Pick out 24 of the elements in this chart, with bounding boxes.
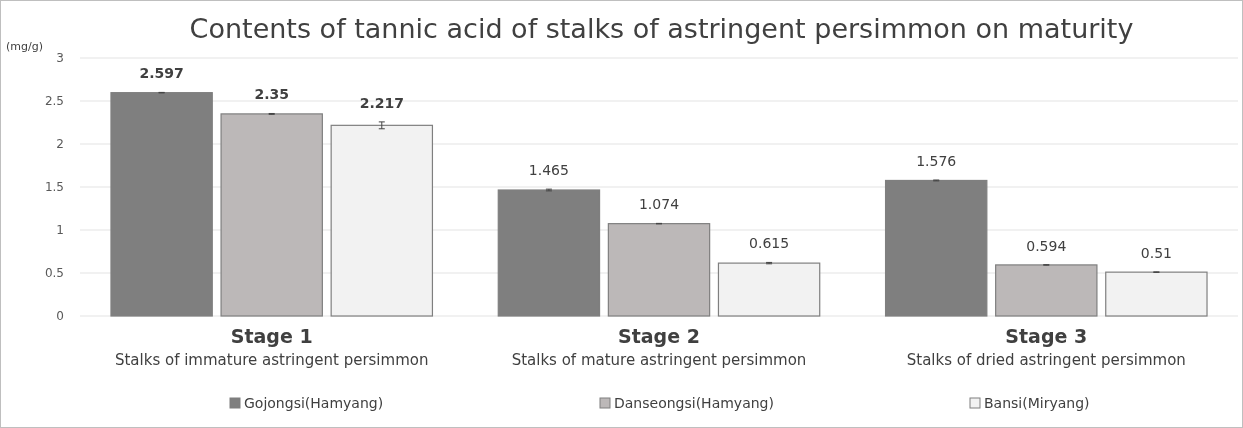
data-label: 2.35 — [254, 86, 289, 103]
data-label: 0.51 — [1140, 244, 1172, 261]
data-label: 0.594 — [1026, 237, 1067, 254]
data-label: 1.576 — [916, 153, 957, 170]
data-label: 2.217 — [359, 94, 404, 111]
data-label: 1.074 — [638, 196, 680, 213]
data-label: 0.615 — [749, 235, 790, 252]
y-tick-label: 0 — [56, 309, 64, 324]
y-tick-label: 2 — [56, 137, 64, 152]
x-tick-label: Stage 3 Stalks of dried astringent persimmon — [906, 325, 1186, 369]
legend-label: Gojongsi(Hamyang) — [244, 395, 384, 411]
data-label: 2.597 — [139, 65, 184, 82]
x-tick-label: Stage 1 Stalks of immature astringent persimmon — [114, 325, 429, 369]
y-tick-label: 1.5 — [44, 180, 64, 195]
y-axis-title: (mg/g) — [6, 40, 43, 53]
x-tick-label: Stage 2 Stalks of mature astringent persimmon — [511, 325, 807, 369]
chart-title: Contents of tannic acid of stalks of astringent persimmon on maturity — [189, 13, 1134, 44]
y-tick-label: 0.5 — [44, 266, 64, 281]
y-tick-label: 3 — [56, 51, 64, 66]
legend-label: Danseongsi(Hamyang) — [614, 395, 774, 411]
data-label: 1.465 — [528, 162, 569, 179]
y-tick-label: 2.5 — [44, 94, 64, 109]
y-tick-label: 1 — [56, 223, 64, 238]
legend-label: Bansi(Miryang) — [984, 395, 1090, 411]
